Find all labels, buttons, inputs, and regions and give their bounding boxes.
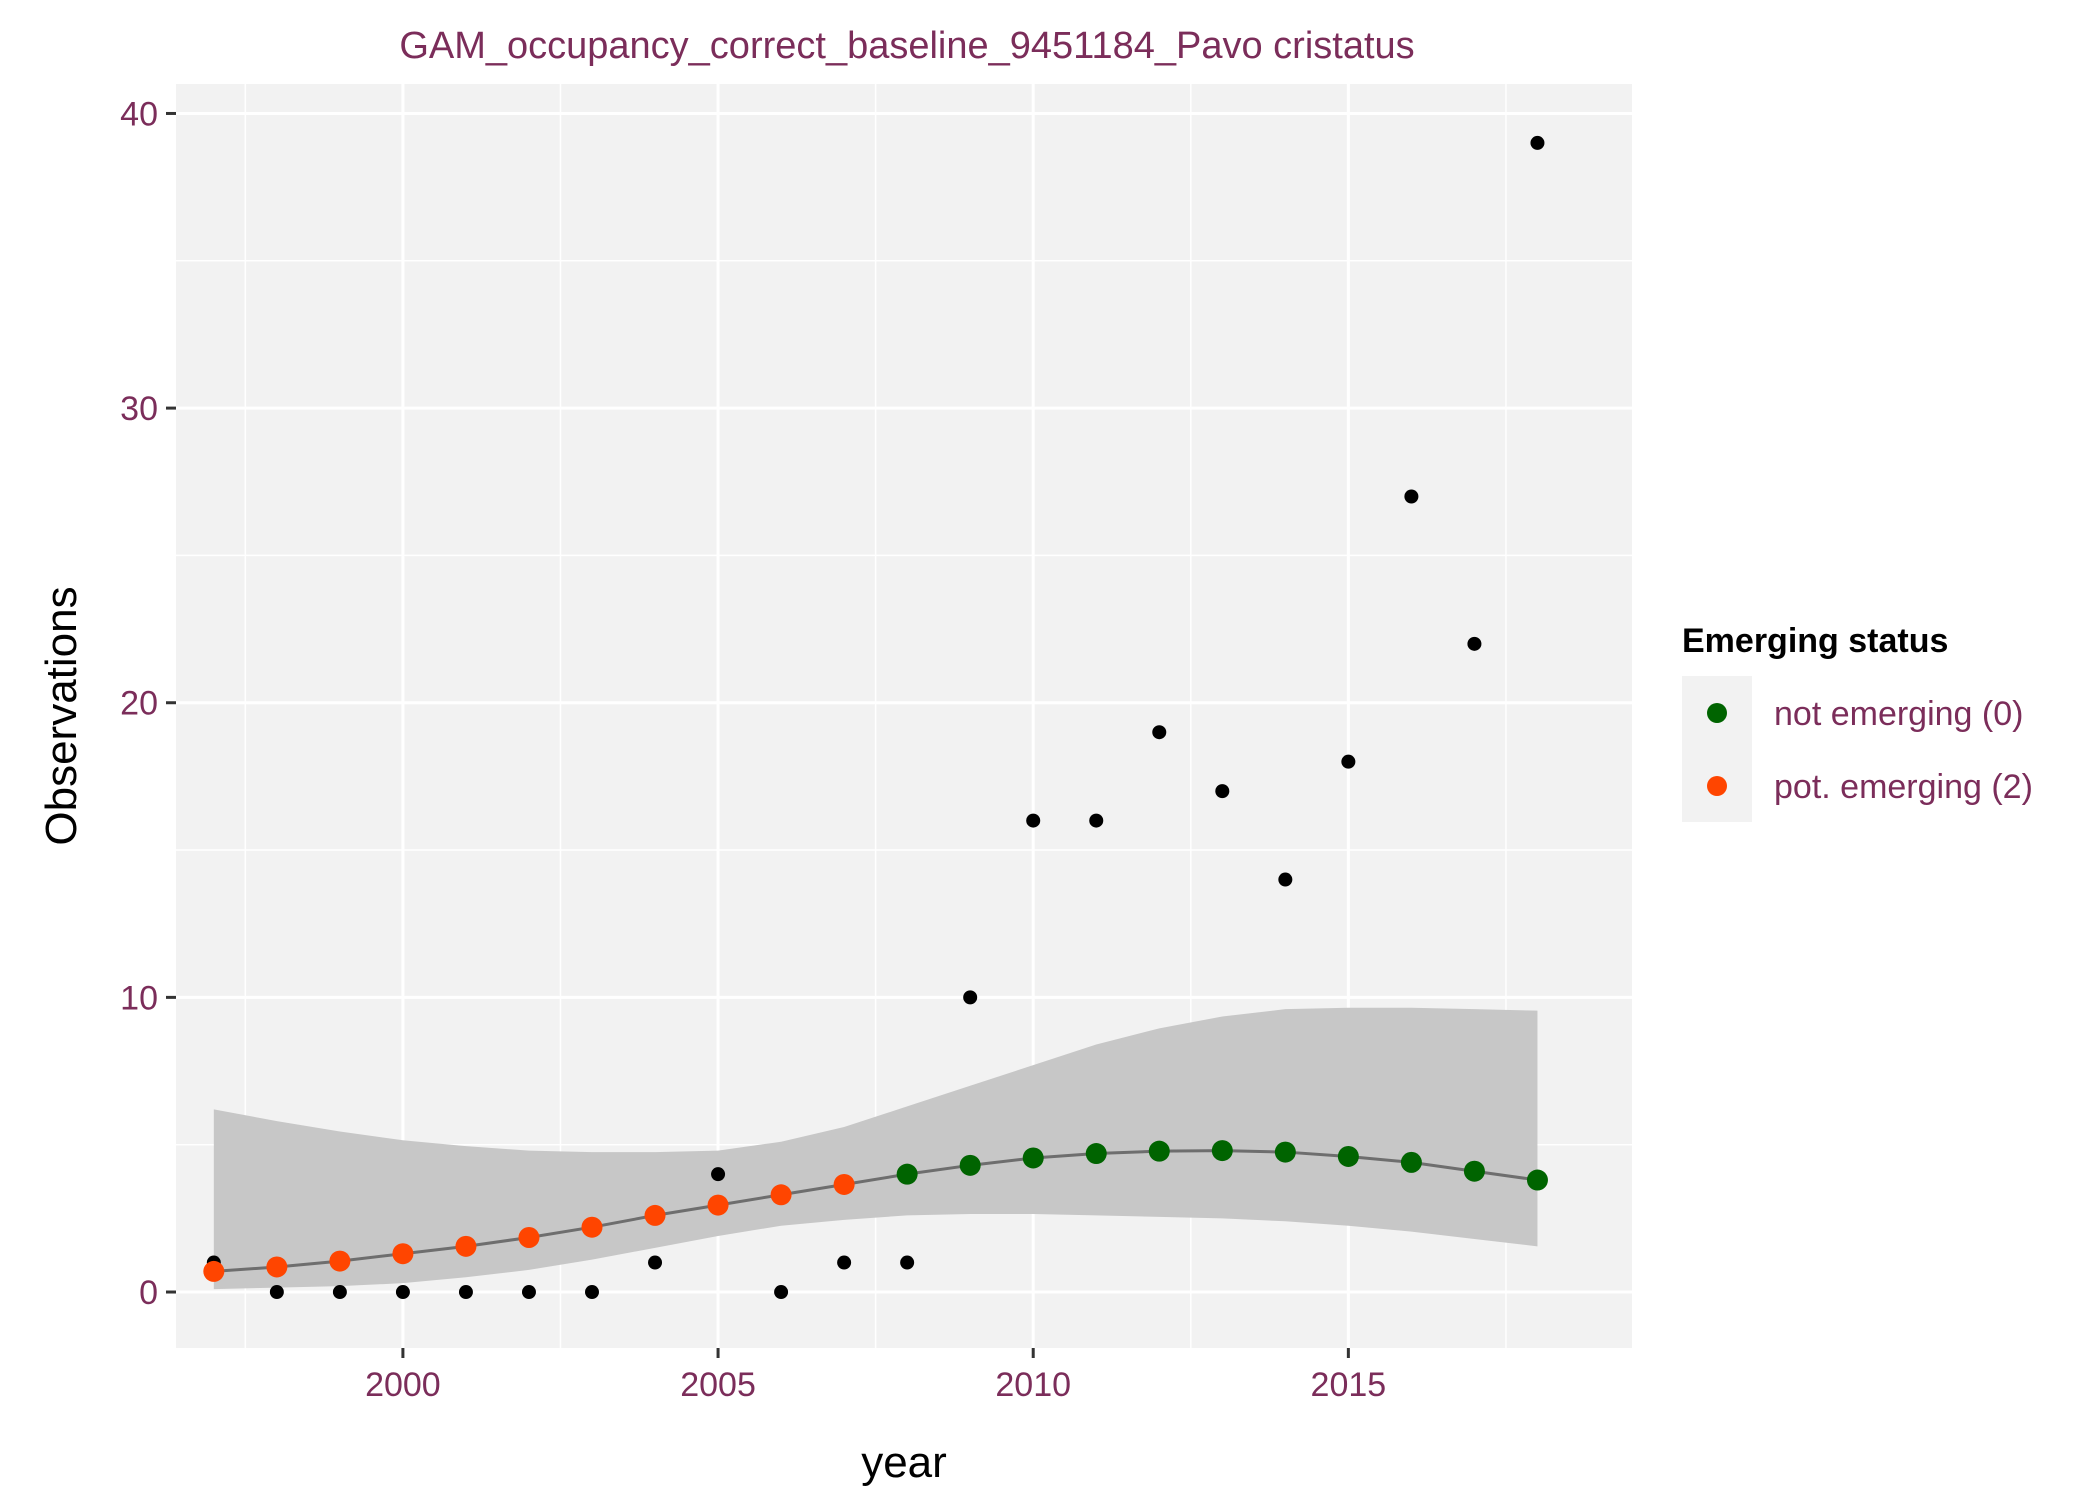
fit-point-pot-emerging <box>833 1173 855 1195</box>
observed-point <box>1278 872 1293 887</box>
fit-point-pot-emerging <box>707 1194 729 1216</box>
fit-point-not-emerging <box>1274 1141 1296 1163</box>
legend: Emerging status not emerging (0) pot. em… <box>1682 622 2033 822</box>
fit-point-pot-emerging <box>455 1235 477 1257</box>
observed-point <box>648 1255 663 1270</box>
points-layer <box>203 135 1548 1300</box>
fit-point-not-emerging <box>1022 1147 1044 1169</box>
observed-point <box>1404 489 1419 504</box>
fit-point-not-emerging <box>1211 1140 1233 1162</box>
y-tick-label: 10 <box>120 979 158 1017</box>
x-tick-label: 2005 <box>680 1366 756 1404</box>
fit-point-pot-emerging <box>581 1216 603 1238</box>
fit-point-not-emerging <box>1148 1140 1170 1162</box>
confidence-band-layer <box>213 1007 1538 1290</box>
observed-point <box>1530 135 1545 150</box>
fit-point-pot-emerging <box>392 1243 414 1265</box>
fit-point-not-emerging <box>1337 1145 1359 1167</box>
fit-point-pot-emerging <box>770 1184 792 1206</box>
observed-point <box>900 1255 915 1270</box>
observed-point <box>963 990 978 1005</box>
x-tick-label: 2010 <box>995 1366 1071 1404</box>
legend-title: Emerging status <box>1682 622 1948 660</box>
observed-point <box>269 1285 284 1300</box>
fit-point-pot-emerging <box>518 1227 540 1249</box>
legend-label-not-emerging: not emerging (0) <box>1774 695 2023 733</box>
fit-point-pot-emerging <box>203 1260 225 1282</box>
observed-point <box>1089 813 1104 828</box>
chart-title: GAM_occupancy_correct_baseline_9451184_P… <box>399 25 1414 67</box>
axes-layer: 0 10 20 30 40 2000 2005 2010 2015 <box>120 95 1386 1404</box>
fit-line-layer <box>213 1149 1538 1273</box>
observed-point <box>1026 813 1041 828</box>
fit-point-pot-emerging <box>329 1250 351 1272</box>
legend-label-pot-emerging: pot. emerging (2) <box>1774 768 2033 806</box>
observed-point <box>521 1285 536 1300</box>
x-axis-title: year <box>861 1438 947 1487</box>
observed-point <box>585 1285 599 1300</box>
fit-point-not-emerging <box>959 1154 981 1176</box>
x-tick-label: 2000 <box>365 1366 441 1404</box>
x-tick-label: 2015 <box>1311 1366 1387 1404</box>
y-tick-label: 20 <box>120 685 158 723</box>
fit-point-not-emerging <box>1526 1169 1548 1191</box>
y-axis-title: Observations <box>37 586 86 845</box>
legend-key-pot-emerging <box>1707 776 1727 796</box>
observed-point <box>395 1285 410 1300</box>
observed-point <box>837 1255 852 1270</box>
y-tick-label: 30 <box>120 390 158 428</box>
observed-point <box>1467 636 1482 651</box>
y-tick-label: 40 <box>120 95 158 133</box>
fit-point-not-emerging <box>1085 1143 1107 1165</box>
fit-point-not-emerging <box>1463 1160 1485 1182</box>
observed-point <box>1215 784 1230 799</box>
y-tick-label: 0 <box>139 1274 158 1312</box>
observed-point <box>332 1285 347 1300</box>
legend-key-background <box>1682 676 1752 822</box>
fit-point-pot-emerging <box>644 1204 666 1226</box>
observed-point <box>458 1285 473 1300</box>
grid-lines <box>176 84 1632 1348</box>
fit-line <box>213 1149 1538 1273</box>
fit-point-pot-emerging <box>266 1256 288 1278</box>
legend-key-not-emerging <box>1707 703 1727 723</box>
observed-point <box>711 1167 726 1182</box>
fit-point-not-emerging <box>1400 1151 1422 1173</box>
observed-point <box>1152 725 1167 740</box>
observed-point <box>774 1285 789 1300</box>
fit-point-not-emerging <box>896 1163 918 1185</box>
confidence-band <box>213 1007 1538 1290</box>
observed-point <box>1341 754 1356 769</box>
